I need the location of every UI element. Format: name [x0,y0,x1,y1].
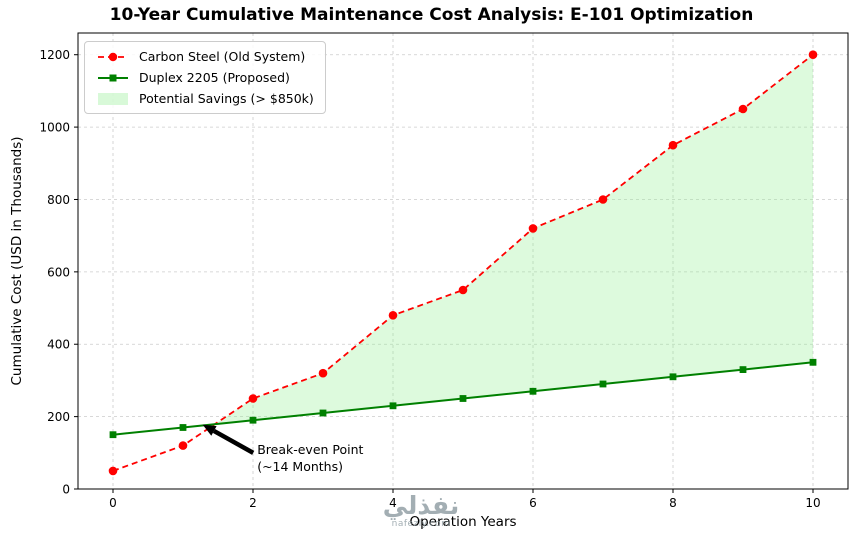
legend-item-carbon-steel: Carbon Steel (Old System) [96,49,314,64]
svg-text:2: 2 [249,496,257,510]
svg-text:600: 600 [47,265,70,279]
legend: Carbon Steel (Old System) Duplex 2205 (P… [84,41,326,114]
legend-dashed-line-icon [96,50,130,64]
svg-text:0: 0 [109,496,117,510]
svg-text:400: 400 [47,338,70,352]
y-axis-label: Cumulative Cost (USD in Thousands) [9,137,25,386]
breakeven-annotation-line1: Break-even Point [257,441,363,458]
legend-label-savings: Potential Savings (> $850k) [139,91,314,106]
breakeven-annotation: Break-even Point (~14 Months) [257,441,363,475]
breakeven-arrow [203,425,254,453]
legend-item-savings: Potential Savings (> $850k) [96,91,314,106]
svg-text:1000: 1000 [39,121,70,135]
figure: 0 2 4 6 8 10 0 200 400 600 800 1000 1200 10-Year Cum… [0,0,863,552]
chart-title: 10-Year Cumulative Maintenance Cost Anal… [0,5,863,25]
legend-label-carbon-steel: Carbon Steel (Old System) [139,49,305,64]
svg-text:1200: 1200 [39,48,70,62]
svg-text:10: 10 [805,496,820,510]
svg-text:0: 0 [62,483,70,497]
svg-text:8: 8 [669,496,677,510]
legend-item-duplex: Duplex 2205 (Proposed) [96,70,314,85]
svg-text:4: 4 [389,496,397,510]
breakeven-annotation-line2: (~14 Months) [257,458,363,475]
svg-text:800: 800 [47,193,70,207]
svg-text:200: 200 [47,410,70,424]
svg-text:6: 6 [529,496,537,510]
legend-solid-line-icon [96,71,130,85]
legend-fill-patch-icon [96,92,130,106]
x-axis-label: Operation Years [409,514,516,530]
legend-label-duplex: Duplex 2205 (Proposed) [139,70,290,85]
